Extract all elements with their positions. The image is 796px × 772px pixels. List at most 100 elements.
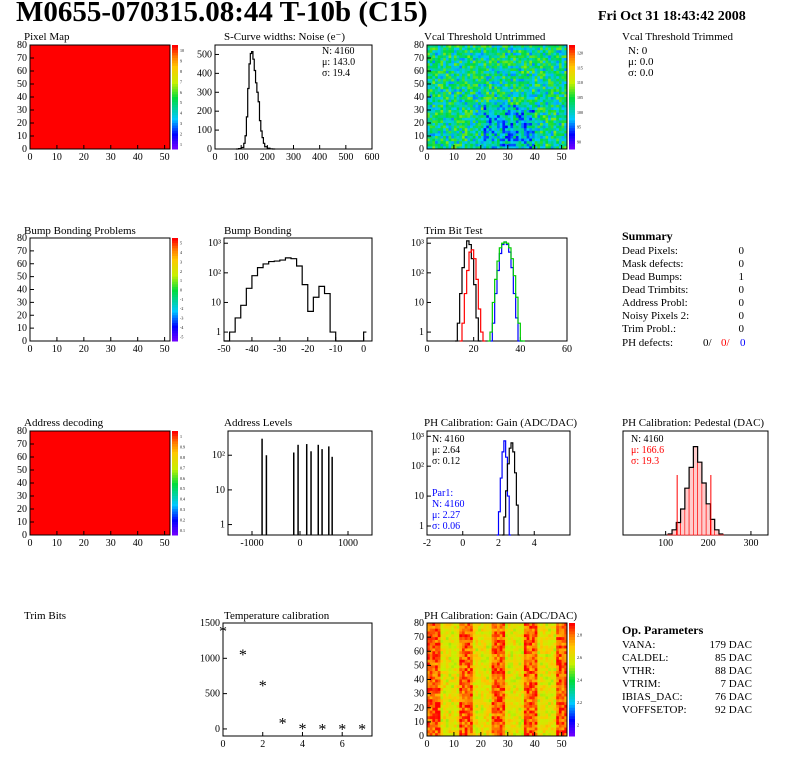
ph-gain-cell — [534, 724, 538, 728]
ph-gain-cell — [483, 671, 487, 675]
ph-gain-cell — [564, 719, 568, 723]
x-tick-label: 0 — [460, 538, 465, 549]
vcal-cell — [515, 123, 519, 126]
ph-gain-cell — [459, 696, 463, 700]
ph-gain-cell — [558, 693, 562, 697]
vcal-cell — [464, 104, 468, 108]
pixel-map-colorbar-segment — [172, 86, 178, 90]
vcal-cell — [456, 76, 460, 80]
ph-gain-cell — [513, 671, 517, 675]
ph-gain-cell — [505, 730, 509, 734]
ph-gain-cell — [542, 665, 546, 669]
ph-gain-cell — [545, 707, 549, 711]
ph-gain-cell — [502, 651, 506, 655]
x-tick-label: 0 — [425, 739, 430, 750]
vcal-colorbar-segment — [569, 123, 575, 127]
x-tick-label: 500 — [338, 152, 353, 163]
ph-gain-cell — [445, 645, 449, 649]
vcal-cell — [561, 94, 565, 98]
ph-gain-cell — [548, 656, 552, 661]
vcal-cell — [483, 73, 487, 77]
ph-gain-map-colorbar-label: 2.4 — [577, 678, 582, 683]
vcal-cell — [435, 117, 439, 121]
vcal-cell — [491, 58, 495, 61]
vcal-cell — [486, 45, 490, 48]
temperature-point: * — [298, 721, 306, 738]
vcal-cell — [550, 89, 554, 93]
vcal-cell — [505, 91, 509, 95]
ph-gain-cell — [494, 659, 498, 663]
ph-gain-cell — [494, 639, 498, 644]
vcal-cell — [529, 104, 533, 108]
vcal-cell — [532, 104, 535, 108]
ph-gain-cell — [518, 656, 522, 661]
vcal-cell — [499, 84, 503, 87]
vcal-cell — [550, 91, 554, 95]
vcal-cell — [494, 68, 498, 72]
vcal-cell — [507, 71, 511, 74]
vcal-cell — [459, 146, 463, 150]
vcal-cell — [529, 141, 533, 145]
ph-gain-cell — [558, 702, 562, 706]
vcal-cell — [526, 68, 530, 72]
ph-gain-cell — [502, 693, 506, 697]
temperature-point: * — [358, 721, 366, 738]
vcal-cell — [427, 133, 430, 137]
vcal-cell — [523, 71, 527, 74]
pixel-map-colorbar-segment — [172, 117, 178, 121]
ph-gain-cell — [540, 696, 544, 700]
ph-gain-cell — [470, 693, 474, 697]
ph-gain-cell — [502, 690, 506, 694]
ph-gain-cell — [486, 623, 490, 627]
ph-gain-cell — [545, 662, 549, 666]
vcal-cell — [459, 110, 463, 113]
vcal-cell — [429, 107, 433, 111]
vcal-cell — [478, 65, 482, 69]
ph-gain-cell — [437, 724, 441, 728]
ph-gain-cell — [459, 727, 463, 731]
ph-gain-cell — [451, 642, 455, 646]
vcal-cell — [532, 123, 535, 126]
vcal-cell — [537, 45, 541, 48]
vcal-cell — [532, 63, 535, 67]
vcal-cell — [502, 60, 506, 64]
vcal-cell — [526, 125, 530, 129]
vcal-cell — [499, 104, 503, 108]
ph-gain-cell — [453, 733, 457, 737]
ph-gain-cell — [464, 696, 468, 700]
ph-gain-cell — [510, 634, 514, 638]
y-tick-label: 1 — [220, 520, 225, 531]
ph-gain-cell — [445, 699, 449, 703]
vcal-cell — [548, 123, 552, 126]
ph-gain-cell — [470, 713, 474, 717]
ph-gain-cell — [435, 671, 439, 675]
vcal-cell — [510, 60, 514, 64]
vcal-cell — [553, 107, 557, 111]
ph-gain-cell — [532, 687, 535, 692]
vcal-cell — [529, 133, 533, 137]
ph-gain-cell — [486, 696, 490, 700]
ph-gain-cell — [564, 727, 568, 731]
ph-gain-cell — [497, 656, 500, 661]
summary-value: 0 — [739, 245, 745, 257]
ph-gain-cell — [459, 639, 463, 644]
ph-gain-cell — [532, 631, 535, 635]
vcal-cell — [537, 78, 541, 82]
vcal-cell — [443, 138, 447, 142]
vcal-cell — [534, 115, 538, 119]
ph-gain-cell — [540, 662, 544, 666]
vcal-cell — [558, 130, 562, 134]
ph-gain-cell — [472, 682, 476, 686]
vcal-cell — [556, 47, 560, 51]
vcal-cell — [491, 102, 495, 106]
vcal-cell — [478, 99, 482, 103]
vcal-cell — [429, 110, 433, 113]
vcal-cell — [464, 125, 468, 129]
vcal-cell — [429, 97, 433, 100]
vcal-cell — [435, 104, 439, 108]
vcal-cell — [518, 99, 522, 103]
vcal-cell — [529, 71, 533, 74]
ph-gain-cell — [472, 704, 476, 709]
ph-gain-cell — [451, 719, 455, 723]
vcal-cell — [548, 104, 552, 108]
